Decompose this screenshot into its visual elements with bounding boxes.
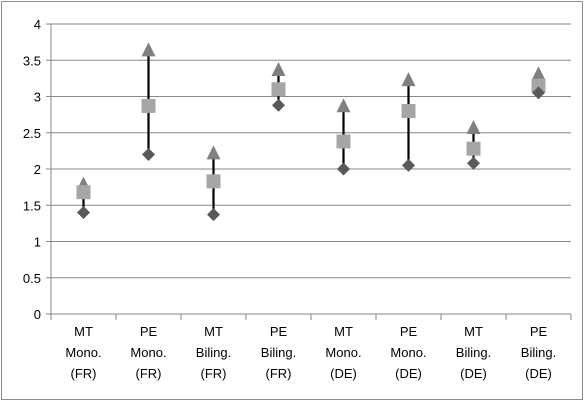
diamond-marker bbox=[207, 208, 220, 222]
x-tick-label: Mono. bbox=[325, 345, 361, 360]
diamond-marker bbox=[77, 206, 90, 219]
x-tick-label: Mono. bbox=[65, 345, 101, 360]
diamond-marker bbox=[142, 148, 155, 161]
x-tick-label: (DE) bbox=[330, 366, 357, 381]
triangle-marker bbox=[531, 66, 546, 81]
x-tick-label: (DE) bbox=[460, 366, 487, 381]
square-marker bbox=[531, 78, 546, 93]
x-tick-label: MT bbox=[204, 324, 223, 339]
x-tick-label: Biling. bbox=[521, 345, 556, 360]
diamond-marker bbox=[532, 86, 545, 100]
x-tick-label: PE bbox=[530, 324, 548, 339]
x-tick-label: PE bbox=[140, 324, 158, 339]
x-tick-label: Biling. bbox=[456, 345, 491, 360]
square-marker bbox=[401, 104, 416, 118]
x-tick-label: MT bbox=[74, 324, 93, 339]
square-marker bbox=[141, 98, 156, 113]
x-tick-label: (FR) bbox=[266, 366, 292, 381]
x-tick-label: MT bbox=[464, 324, 483, 339]
y-tick-label: 3.5 bbox=[23, 53, 41, 68]
x-tick-label: (FR) bbox=[201, 366, 227, 381]
x-tick-label: (DE) bbox=[525, 366, 552, 381]
y-tick-label: 2.5 bbox=[23, 126, 41, 141]
triangle-marker bbox=[401, 72, 416, 87]
x-tick-label: Biling. bbox=[261, 345, 296, 360]
x-tick-label: (DE) bbox=[395, 366, 422, 381]
x-tick-label: PE bbox=[400, 324, 418, 339]
y-tick-label: 1 bbox=[34, 235, 41, 250]
x-tick-label: Mono. bbox=[390, 345, 426, 360]
triangle-marker bbox=[336, 98, 351, 113]
triangle-marker bbox=[466, 119, 481, 134]
data-markers bbox=[76, 42, 546, 222]
square-marker bbox=[466, 141, 481, 156]
triangle-marker bbox=[206, 145, 221, 160]
diamond-marker bbox=[337, 162, 350, 176]
y-tick-label: 4 bbox=[34, 17, 41, 32]
grid-lines bbox=[46, 23, 572, 320]
x-tick-label: Mono. bbox=[130, 345, 166, 360]
triangle-marker bbox=[141, 42, 156, 57]
x-tick-label: PE bbox=[270, 324, 288, 339]
y-tick-label: 0.5 bbox=[23, 271, 41, 286]
square-marker bbox=[271, 82, 286, 97]
square-marker bbox=[336, 134, 351, 149]
diamond-marker bbox=[467, 156, 480, 170]
x-tick-label: (FR) bbox=[71, 366, 97, 381]
x-tick-label: (FR) bbox=[136, 366, 162, 381]
diamond-marker bbox=[272, 98, 285, 112]
y-axis-ticks: 0 0.5 1 1.5 2 2.5 3 3.5 4 bbox=[23, 17, 41, 322]
y-tick-label: 1.5 bbox=[23, 198, 41, 213]
y-tick-label: 0 bbox=[34, 307, 41, 322]
diamond-marker bbox=[402, 158, 415, 172]
y-tick-label: 3 bbox=[34, 90, 41, 105]
x-tick-label: MT bbox=[334, 324, 353, 339]
square-marker bbox=[76, 185, 91, 200]
x-axis-ticks: MT Mono. (FR) PE Mono. (FR) MT Biling. (FR) PE Bil… bbox=[65, 324, 556, 381]
x-tick-label: Biling. bbox=[196, 345, 231, 360]
y-tick-label: 2 bbox=[34, 162, 41, 177]
triangle-marker bbox=[271, 61, 286, 76]
square-marker bbox=[206, 174, 221, 189]
